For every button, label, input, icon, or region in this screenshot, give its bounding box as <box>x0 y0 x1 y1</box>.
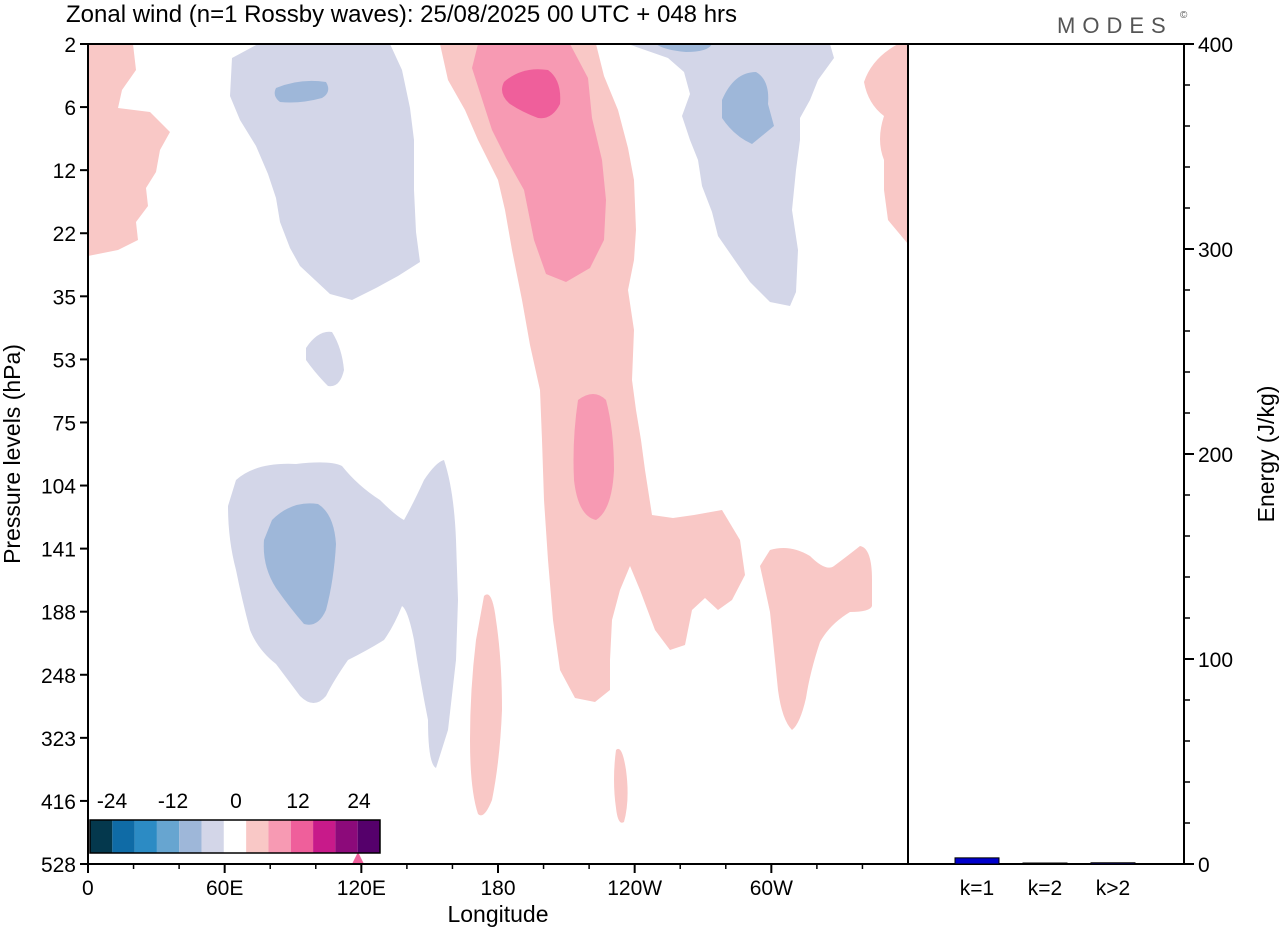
colorbar-swatch <box>223 820 247 853</box>
contour-pos-lower-right <box>760 546 872 730</box>
heatmap-panel: -24 -12 0 12 24 0 60E 120E 180 120W 60W 2 6 12 22 35 5… <box>41 34 909 900</box>
contour-neg-small <box>306 331 344 387</box>
bar-y-axis: 0 100 200 300 400 <box>1184 34 1233 877</box>
energy-bar-panel: k=1 k=2 k>2 0 100 200 300 400 <box>907 34 1233 900</box>
colorbar-labels: -24 -12 0 12 24 <box>97 790 371 813</box>
contour-pos-upper-right <box>864 44 908 244</box>
colorbar-swatch <box>179 820 202 853</box>
brand-logo: MODES <box>1057 13 1173 38</box>
energy-bar <box>954 857 1000 865</box>
y-tick-label: 416 <box>41 791 76 814</box>
y-tick-label: 2 <box>64 34 76 57</box>
energy-bar <box>1090 862 1136 865</box>
x-tick-label: 0 <box>82 877 94 900</box>
bar-x-axis: k=1 k=2 k>2 <box>960 877 1130 900</box>
colorbar-swatch <box>112 820 135 853</box>
colorbar-swatch <box>134 820 157 853</box>
contour-neg-upper-atlantic <box>628 44 834 306</box>
y-tick-label: 248 <box>41 665 76 688</box>
x-axis: 0 60E 120E 180 120W 60W <box>82 864 864 900</box>
contour-pos-lower-sliver <box>614 748 628 823</box>
colorbar-swatch <box>335 820 358 853</box>
energy-tick-label: 300 <box>1198 239 1233 262</box>
energy-tick-label: 200 <box>1198 444 1233 467</box>
contour-pos-central-band <box>440 44 745 702</box>
contour-pos-75hpa-core <box>573 394 614 520</box>
y-tick-label: 22 <box>53 223 76 246</box>
contour-neg-lower-core <box>263 503 336 625</box>
bar-frame <box>907 43 1185 865</box>
colorbar-label: 24 <box>347 790 371 813</box>
bar-category-label: k=1 <box>960 877 994 900</box>
colorbar-frame <box>89 819 381 854</box>
contour-neg-upper-atlantic-core <box>722 72 774 144</box>
contour-pos-central-core <box>502 69 561 119</box>
brand-mark: © <box>1180 10 1188 21</box>
energy-bar <box>1022 862 1068 865</box>
colorbar <box>89 819 381 854</box>
y-tick-label: 323 <box>41 728 76 751</box>
y-tick-label: 75 <box>53 412 76 435</box>
y-axis-label: Pressure levels (hPa) <box>0 344 25 564</box>
colorbar-swatch <box>268 820 291 853</box>
colorbar-swatch <box>246 820 269 853</box>
y-tick-label: 12 <box>53 160 76 183</box>
colorbar-swatch <box>90 820 113 853</box>
y-tick-label: 188 <box>41 602 76 625</box>
y-tick-label: 104 <box>41 476 76 499</box>
colorbar-swatch <box>290 820 314 853</box>
x-axis-label: Longitude <box>447 901 548 927</box>
y-tick-label: 53 <box>53 349 76 372</box>
y-tick-label: 141 <box>41 539 76 562</box>
contour-neg-upper-atlantic-top <box>656 44 712 52</box>
x-tick-label: 120E <box>337 877 386 900</box>
x-tick-label: 180 <box>480 877 515 900</box>
colorbar-swatch <box>156 820 180 853</box>
contour-neg-upper-asia-core <box>274 80 329 103</box>
x-tick-label: 60E <box>206 877 243 900</box>
colorbar-swatch <box>313 820 336 853</box>
y-axis: 2 6 12 22 35 53 75 104 141 188 248 323 416 528 <box>41 34 88 877</box>
x-tick-label: 60W <box>750 877 793 900</box>
colorbar-swatch <box>357 820 380 853</box>
colorbar-label: -12 <box>158 790 188 813</box>
energy-tick-label: 100 <box>1198 649 1233 672</box>
y-tick-label: 6 <box>64 97 76 120</box>
energy-axis-label: Energy (J/kg) <box>1253 386 1279 523</box>
energy-tick-label: 0 <box>1198 854 1210 877</box>
chart-title: Zonal wind (n=1 Rossby waves): 25/08/202… <box>66 1 737 28</box>
contour-pos-lower-narrow <box>470 594 502 816</box>
colorbar-label: 12 <box>286 790 309 813</box>
bar-category-label: k>2 <box>1096 877 1130 900</box>
y-tick-label: 528 <box>41 854 76 877</box>
bar-category-label: k=2 <box>1028 877 1062 900</box>
energy-tick-label: 400 <box>1198 34 1233 57</box>
colorbar-swatch <box>201 820 224 853</box>
colorbar-label: 0 <box>230 790 242 813</box>
y-tick-label: 35 <box>53 286 76 309</box>
contour-neg-upper-asia <box>230 44 420 300</box>
contour-pos-upper-left <box>88 44 170 256</box>
contour-pos-bottom <box>352 852 364 864</box>
energy-bars <box>954 857 1136 865</box>
x-tick-label: 120W <box>607 877 662 900</box>
contour-pos-central-mid <box>472 44 606 282</box>
colorbar-label: -24 <box>97 790 128 813</box>
